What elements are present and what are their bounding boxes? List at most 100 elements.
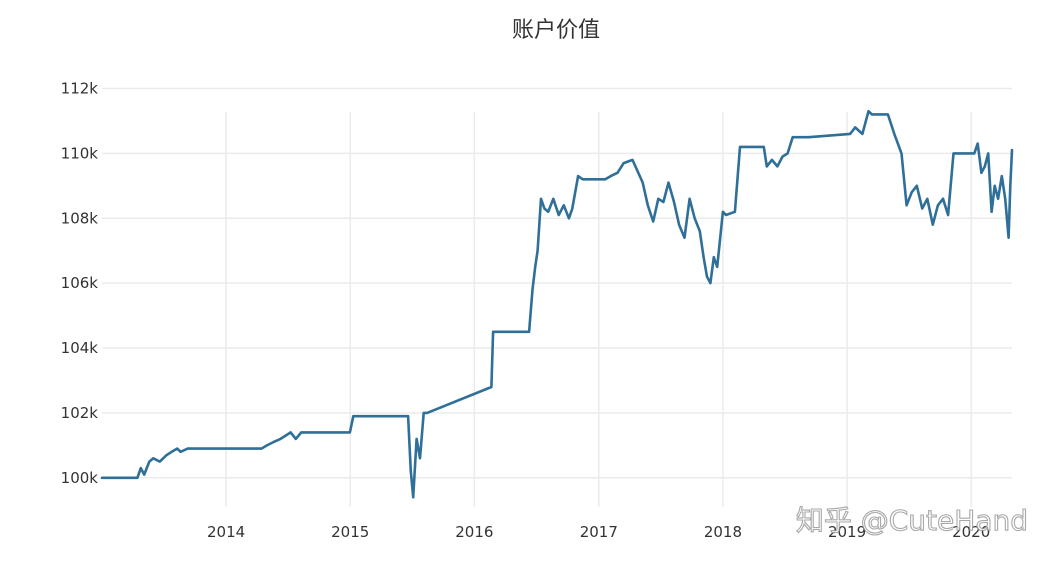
data-point [937, 204, 939, 207]
x-tick-label: 2018 [704, 523, 742, 541]
data-point [1011, 149, 1013, 152]
data-point [942, 197, 944, 200]
data-point [900, 152, 903, 155]
data-point [622, 162, 625, 165]
data-point [170, 450, 173, 453]
data-point [279, 438, 282, 440]
data-point [536, 249, 539, 252]
series-group [100, 109, 1014, 499]
y-axis: 100k 102k 104k 106k 108k 110k 112k [61, 79, 99, 486]
data-point [534, 266, 537, 268]
data-point [646, 204, 649, 207]
x-tick-label: 2014 [207, 523, 245, 541]
data-point [973, 152, 976, 155]
data-point [121, 476, 123, 479]
x-gridlines [225, 112, 972, 507]
data-point [641, 181, 644, 184]
data-point [407, 415, 409, 418]
x-tick-label: 2020 [952, 523, 990, 541]
data-point [952, 152, 955, 155]
data-point [562, 204, 565, 207]
x-axis: 2014 2015 2016 2017 2018 2019 2020 [207, 523, 990, 541]
data-point [490, 386, 493, 388]
data-point [678, 223, 680, 226]
data-point [148, 460, 151, 463]
data-point [422, 412, 425, 414]
data-point [158, 460, 161, 463]
data-point [266, 444, 268, 447]
y-tick-label: 104k [61, 339, 99, 357]
data-point [871, 113, 873, 116]
data-point [419, 457, 421, 460]
data-point [552, 197, 555, 200]
y-tick-label: 108k [61, 209, 99, 227]
data-point [186, 447, 189, 450]
data-point [702, 256, 705, 259]
data-point [568, 217, 570, 220]
data-point [1004, 197, 1007, 200]
data-point [531, 288, 534, 291]
data-point [1007, 236, 1010, 239]
data-point [997, 197, 999, 200]
data-point [349, 431, 351, 434]
data-point [807, 136, 810, 139]
data-point [543, 207, 546, 210]
data-point [1000, 175, 1003, 178]
data-point [289, 431, 292, 434]
data-point [652, 220, 655, 223]
data-point [849, 133, 851, 135]
data-point [284, 434, 287, 437]
data-point [765, 165, 768, 168]
data-point [683, 236, 686, 239]
data-point [797, 136, 799, 139]
x-tick-label: 2019 [828, 523, 866, 541]
data-point [962, 152, 965, 155]
data-point [693, 217, 696, 220]
data-point [571, 207, 574, 210]
data-point [709, 282, 712, 284]
data-point [802, 136, 805, 139]
data-point [547, 210, 550, 213]
data-point [910, 191, 913, 194]
data-point [739, 146, 741, 148]
series-line [100, 109, 1014, 499]
data-point [540, 197, 542, 200]
y-tick-label: 110k [61, 144, 99, 162]
data-point [673, 201, 675, 203]
chart-title: 账户价值 [512, 18, 600, 43]
data-point [976, 142, 979, 145]
data-point [990, 210, 993, 213]
data-point [225, 447, 228, 450]
data-point [294, 438, 297, 440]
x-tick-label: 2017 [580, 523, 618, 541]
data-point [893, 133, 896, 135]
data-point [725, 214, 727, 216]
data-point [762, 146, 765, 148]
data-point [905, 204, 908, 207]
y-tick-label: 106k [61, 274, 99, 292]
data-point [861, 133, 864, 135]
data-point [791, 136, 794, 139]
data-point [577, 175, 579, 178]
watermark: 知乎 @CuteHand [796, 504, 1028, 537]
data-point [947, 214, 949, 216]
data-point [179, 450, 182, 453]
data-point [426, 412, 428, 414]
data-point [412, 496, 415, 499]
data-point [631, 159, 634, 161]
data-point [667, 181, 670, 184]
data-point [152, 457, 155, 460]
x-tick-label: 2015 [331, 523, 369, 541]
data-point [921, 207, 924, 210]
data-point [712, 256, 715, 259]
data-point [957, 152, 960, 155]
data-point [136, 476, 139, 479]
y-gridlines [102, 87, 1012, 479]
data-point [143, 473, 146, 476]
data-point [776, 165, 779, 168]
x-tick-label: 2016 [455, 523, 493, 541]
data-point [915, 184, 918, 187]
data-point [926, 197, 929, 200]
data-point [352, 415, 355, 418]
